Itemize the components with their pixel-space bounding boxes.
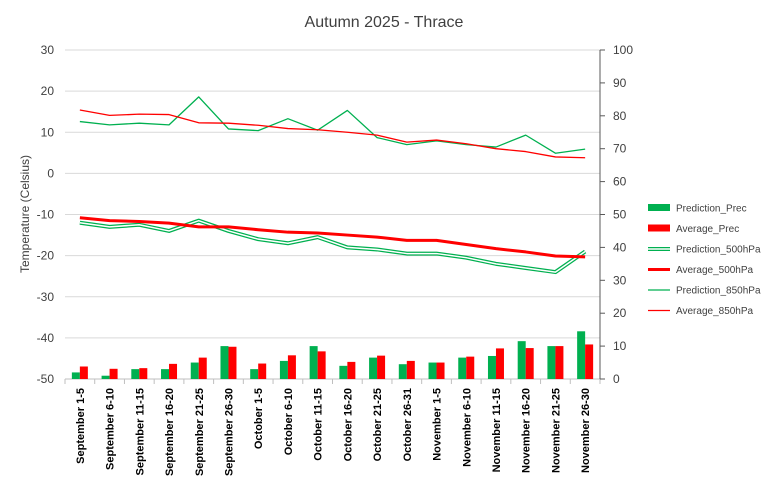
x-category-label: October 26-31 bbox=[402, 388, 414, 461]
bar-average-prec bbox=[258, 363, 267, 379]
x-category-label: November 21-25 bbox=[550, 388, 562, 473]
y2-tick-label: 50 bbox=[613, 208, 627, 222]
y2-tick-label: 90 bbox=[613, 76, 627, 90]
legend-average-prec-swatch bbox=[648, 224, 670, 232]
bar-prediction-prec bbox=[131, 369, 140, 379]
x-category-label: November 11-15 bbox=[491, 388, 503, 472]
bar-prediction-prec bbox=[101, 375, 110, 379]
y2-tick-label: 100 bbox=[613, 43, 633, 57]
x-category-label: September 21-25 bbox=[194, 388, 206, 476]
bar-prediction-prec bbox=[339, 365, 348, 379]
bar-prediction-prec bbox=[398, 364, 407, 379]
bar-average-prec bbox=[377, 355, 386, 379]
legend-average-500hpa-label: Average_500hPa bbox=[676, 265, 754, 276]
y-tick-label: -40 bbox=[37, 331, 55, 345]
x-category-label: October 16-20 bbox=[342, 388, 354, 461]
bar-average-prec bbox=[495, 348, 504, 379]
legend-prediction-prec-swatch bbox=[648, 204, 670, 211]
y2-tick-label: 80 bbox=[613, 109, 627, 123]
bar-prediction-prec bbox=[190, 362, 199, 379]
bar-prediction-prec bbox=[279, 360, 288, 379]
x-category-label: November 26-30 bbox=[580, 388, 592, 473]
bar-average-prec bbox=[169, 363, 178, 379]
bar-prediction-prec bbox=[369, 357, 378, 379]
bar-average-prec bbox=[436, 362, 445, 379]
y-tick-label: -50 bbox=[37, 372, 55, 386]
y-tick-label: 0 bbox=[47, 166, 54, 180]
y2-tick-label: 60 bbox=[613, 175, 627, 189]
line-average-850hpa bbox=[79, 109, 586, 159]
x-category-label: November 16-20 bbox=[521, 388, 533, 473]
y-tick-label: 30 bbox=[41, 43, 55, 57]
bar-prediction-prec bbox=[428, 362, 437, 379]
x-category-label: November 6-10 bbox=[461, 388, 473, 467]
x-category-label: September 6-10 bbox=[105, 388, 117, 470]
legend-average-prec-label: Average_Prec bbox=[676, 224, 739, 235]
bar-prediction-prec bbox=[161, 369, 170, 379]
legend: Prediction_Prec Average_Prec Prediction_50… bbox=[648, 204, 761, 317]
bar-average-prec bbox=[287, 355, 296, 379]
y-tick-label: -30 bbox=[37, 290, 55, 304]
y-tick-label: 10 bbox=[41, 125, 55, 139]
y2-tick-label: 20 bbox=[613, 306, 627, 320]
bar-prediction-prec bbox=[250, 369, 259, 379]
bar-average-prec bbox=[585, 344, 594, 379]
y-tick-label: -10 bbox=[37, 208, 55, 222]
x-category-label: October 1-5 bbox=[253, 388, 265, 449]
bar-series bbox=[71, 331, 594, 379]
x-category-label: September 1-5 bbox=[75, 388, 87, 464]
bar-average-prec bbox=[466, 356, 475, 379]
y2-tick-label: 0 bbox=[613, 372, 620, 386]
bar-average-prec bbox=[198, 357, 207, 379]
bar-average-prec bbox=[347, 361, 356, 379]
bar-prediction-prec bbox=[517, 341, 526, 379]
chart-title: Autumn 2025 - Thrace bbox=[305, 14, 464, 31]
y2-tick-label: 40 bbox=[613, 240, 627, 254]
bar-average-prec bbox=[228, 346, 237, 379]
y2-tick-label: 30 bbox=[613, 273, 627, 287]
bar-average-prec bbox=[406, 360, 415, 379]
bar-prediction-prec bbox=[577, 331, 586, 379]
bar-average-prec bbox=[317, 351, 326, 379]
bar-prediction-prec bbox=[71, 372, 80, 379]
legend-prediction-500hpa-label: Prediction_500hPa bbox=[676, 245, 761, 256]
legend-average-850hpa-label: Average_850hPa bbox=[676, 306, 754, 317]
bar-prediction-prec bbox=[458, 357, 467, 379]
line-prediction-850hpa bbox=[79, 96, 586, 154]
line-series bbox=[79, 96, 587, 275]
y2-tick-label: 70 bbox=[613, 142, 627, 156]
bar-prediction-prec bbox=[309, 346, 318, 379]
legend-prediction-prec-label: Prediction_Prec bbox=[676, 204, 747, 215]
y-tick-label: 20 bbox=[41, 84, 55, 98]
gridlines bbox=[65, 49, 600, 339]
y2-tick-label: 10 bbox=[613, 339, 627, 353]
bar-prediction-prec bbox=[487, 355, 496, 379]
category-labels: September 1-5 September 6-10 September 11-… bbox=[75, 388, 592, 476]
left-axis-ticks: 30 20 10 0 -10 -20 -30 -40 -50 bbox=[37, 43, 55, 386]
bar-average-prec bbox=[555, 346, 564, 379]
x-category-label: October 6-10 bbox=[283, 388, 295, 455]
bar-prediction-prec bbox=[547, 346, 556, 379]
line-average-500hpa bbox=[79, 216, 586, 259]
x-category-label: September 16-20 bbox=[164, 388, 176, 476]
bar-average-prec bbox=[525, 348, 534, 379]
bar-average-prec bbox=[79, 366, 88, 379]
line-prediction-500hpa-inner bbox=[79, 219, 586, 273]
bar-prediction-prec bbox=[220, 346, 229, 379]
x-category-label: October 21-25 bbox=[372, 388, 384, 461]
y-axis-title: Temperature (Celsius) bbox=[18, 155, 32, 273]
x-category-label: November 1-5 bbox=[432, 388, 444, 461]
x-category-label: October 11-15 bbox=[313, 388, 325, 461]
x-category-label: September 11-15 bbox=[134, 388, 146, 475]
bar-average-prec bbox=[139, 368, 148, 379]
x-category-label: September 26-30 bbox=[223, 388, 235, 476]
legend-prediction-850hpa-label: Prediction_850hPa bbox=[676, 286, 761, 297]
y-tick-label: -20 bbox=[37, 249, 55, 263]
bar-average-prec bbox=[109, 368, 118, 379]
